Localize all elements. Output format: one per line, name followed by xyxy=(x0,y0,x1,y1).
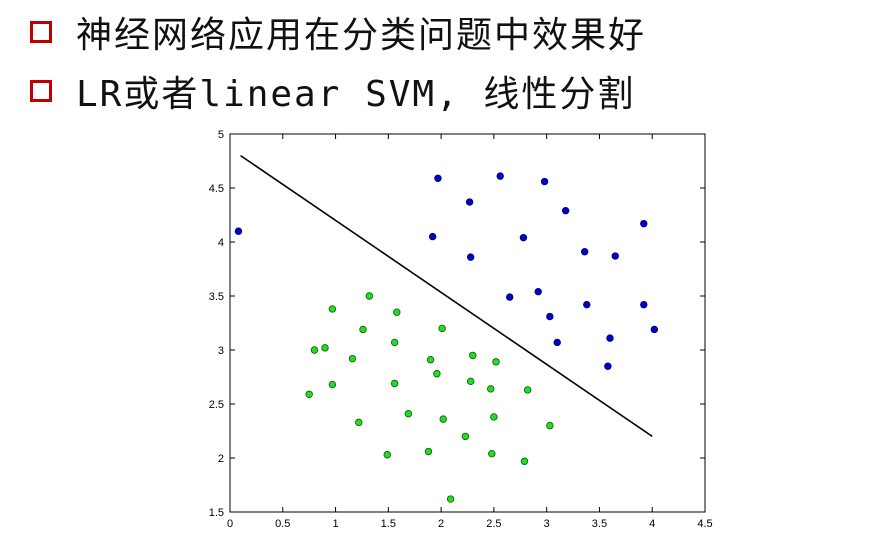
y-tick-label: 2.5 xyxy=(209,399,224,411)
blue-class-point xyxy=(650,325,659,334)
green-class-point xyxy=(305,390,313,398)
green-class-point xyxy=(310,346,319,354)
green-class-point xyxy=(546,421,554,430)
green-class-point xyxy=(490,413,498,421)
green-class-point xyxy=(523,386,532,394)
green-class-point xyxy=(461,432,470,441)
blue-class-point xyxy=(606,334,614,342)
green-class-point xyxy=(424,447,433,456)
x-tick-label: 4.5 xyxy=(697,518,712,530)
blue-class-point xyxy=(640,300,648,309)
blue-class-point xyxy=(540,177,549,186)
green-class-point xyxy=(365,292,374,300)
green-class-point xyxy=(321,344,329,352)
blue-class-point xyxy=(465,198,474,206)
axis-ticks: 0 0.5 1 1.5 2 2.5 3 3.5 4 4.5 1.5 2 2.5 3 3.5 4 4.5 5 xyxy=(209,129,713,530)
green-class-point xyxy=(488,449,496,458)
green-class-point xyxy=(355,418,363,427)
blue-class-point xyxy=(506,293,514,301)
plot-area-frame xyxy=(229,133,706,513)
green-class-point xyxy=(383,451,391,459)
blue-class-point xyxy=(583,300,591,309)
green-class-point xyxy=(404,410,413,418)
square-bullet-icon xyxy=(30,21,52,43)
data-points xyxy=(234,172,659,503)
x-tick-label: 2 xyxy=(438,518,444,530)
x-tick-label: 1.5 xyxy=(381,518,396,530)
bullet-text-2: LR或者linear SVM, 线性分割 xyxy=(76,74,636,115)
y-tick-label: 5 xyxy=(218,129,224,141)
y-tick-label: 1.5 xyxy=(209,507,224,519)
bullet-item-1: 神经网络应用在分类问题中效果好 xyxy=(30,12,646,56)
blue-class-point xyxy=(611,252,619,260)
blue-class-point xyxy=(234,227,243,235)
green-class-point xyxy=(328,305,337,313)
y-tick-label: 3.5 xyxy=(209,291,224,303)
green-class-point xyxy=(446,495,455,503)
green-class-point xyxy=(433,370,441,378)
blue-class-point xyxy=(428,232,437,241)
bullet-item-2: LR或者linear SVM, 线性分割 xyxy=(30,71,635,115)
decision-boundary xyxy=(240,154,653,438)
blue-class-point xyxy=(580,248,589,256)
green-class-point xyxy=(469,351,477,360)
green-class-point xyxy=(438,324,446,333)
blue-class-point xyxy=(546,312,554,321)
x-tick-label: 0 xyxy=(227,518,233,530)
green-class-point xyxy=(439,415,447,423)
y-tick-label: 3 xyxy=(218,345,224,357)
green-class-point xyxy=(492,358,500,366)
blue-class-point xyxy=(640,219,648,228)
blue-class-point xyxy=(534,287,542,296)
green-class-point xyxy=(487,385,495,393)
y-tick-label: 4.5 xyxy=(209,183,224,195)
blue-class-point xyxy=(561,206,570,215)
square-bullet-icon xyxy=(30,80,52,102)
y-tick-label: 2 xyxy=(218,453,224,465)
x-tick-label: 3.5 xyxy=(592,518,607,530)
x-tick-label: 0.5 xyxy=(275,518,290,530)
green-class-point xyxy=(348,354,357,363)
x-tick-label: 2.5 xyxy=(486,518,501,530)
green-class-point xyxy=(328,380,337,389)
green-class-point xyxy=(390,338,399,347)
green-class-point xyxy=(359,325,367,334)
x-tick-label: 4 xyxy=(649,518,655,530)
green-class-point xyxy=(426,356,435,364)
blue-class-point xyxy=(604,362,612,370)
green-class-point xyxy=(390,379,399,388)
green-class-point xyxy=(393,308,401,316)
boundary-line xyxy=(240,154,653,438)
green-class-point xyxy=(466,377,475,386)
blue-class-point xyxy=(553,338,561,347)
y-tick-label: 4 xyxy=(218,237,224,249)
green-class-point xyxy=(520,457,529,465)
x-tick-label: 3 xyxy=(544,518,550,530)
blue-class-point xyxy=(519,233,528,242)
blue-class-point xyxy=(496,172,504,180)
x-tick-label: 1 xyxy=(332,518,338,530)
blue-class-point xyxy=(466,253,475,261)
blue-class-point xyxy=(434,174,442,182)
bullet-text-1: 神经网络应用在分类问题中效果好 xyxy=(76,15,647,56)
